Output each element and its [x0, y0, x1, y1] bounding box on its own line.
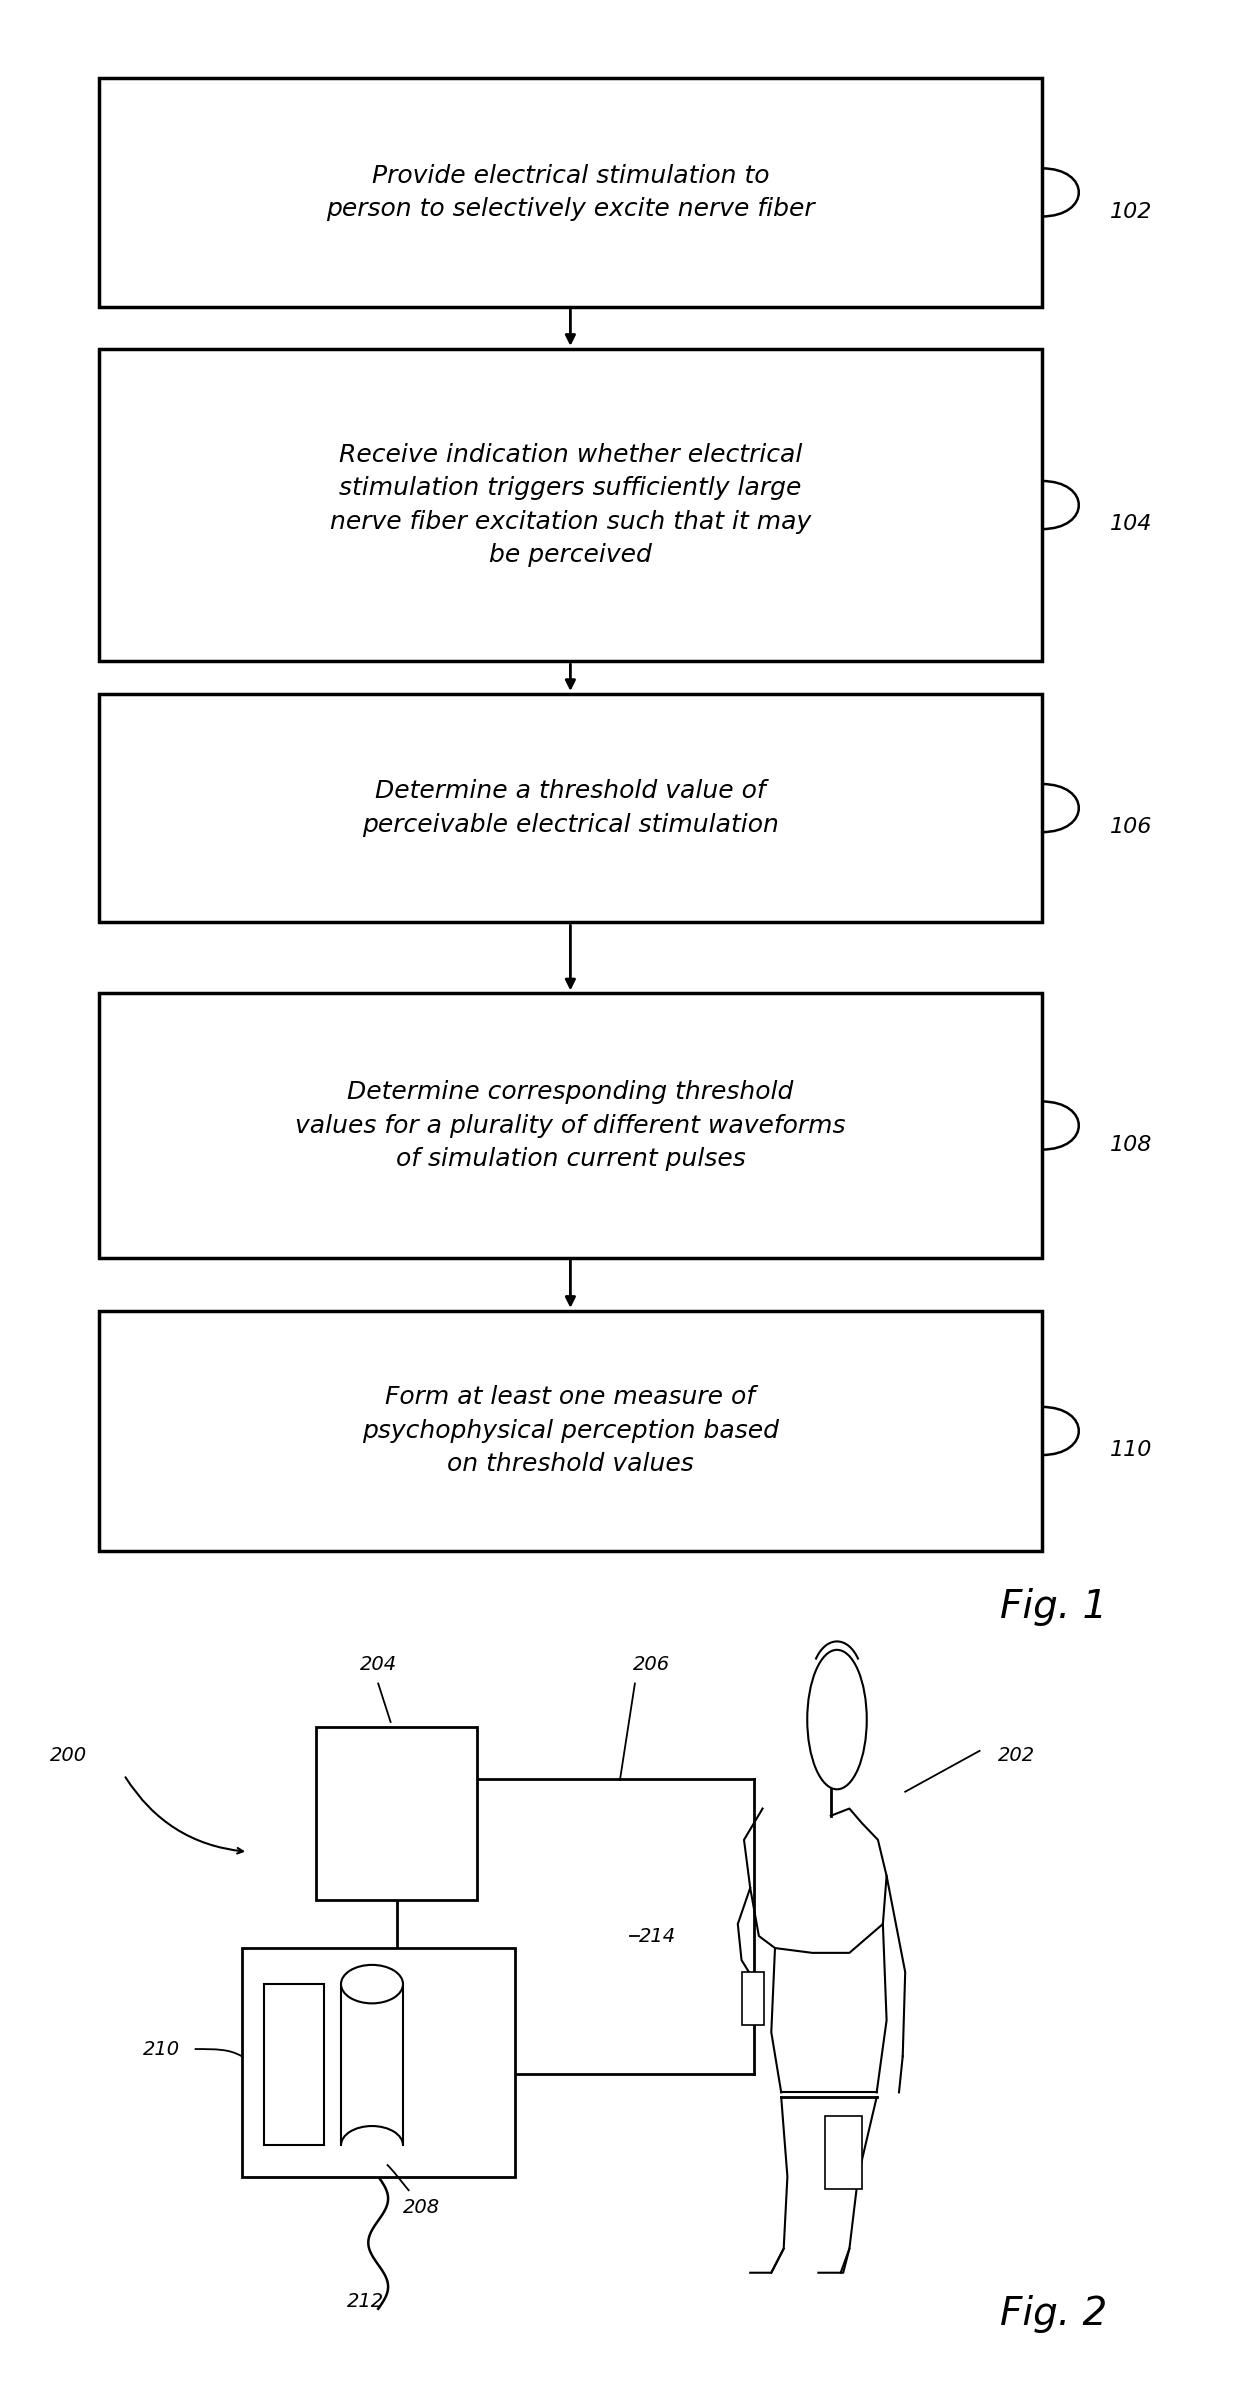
Text: 206: 206 — [632, 1655, 670, 1674]
Ellipse shape — [807, 1650, 867, 1789]
Text: 212: 212 — [347, 2292, 384, 2311]
Text: Form at least one measure of
psychophysical perception based
on threshold values: Form at least one measure of psychophysi… — [362, 1385, 779, 1477]
FancyBboxPatch shape — [316, 1727, 477, 1900]
FancyBboxPatch shape — [264, 1984, 324, 2145]
FancyBboxPatch shape — [742, 1972, 764, 2025]
Text: Determine a threshold value of
perceivable electrical stimulation: Determine a threshold value of perceivab… — [362, 779, 779, 837]
Text: Fig. 1: Fig. 1 — [1001, 1587, 1107, 1626]
FancyBboxPatch shape — [99, 693, 1042, 921]
FancyBboxPatch shape — [99, 349, 1042, 661]
Text: Determine corresponding threshold
values for a plurality of different waveforms
: Determine corresponding threshold values… — [295, 1080, 846, 1171]
FancyBboxPatch shape — [242, 1948, 515, 2177]
Ellipse shape — [341, 1965, 403, 2003]
Text: 204: 204 — [360, 1655, 397, 1674]
Text: 208: 208 — [403, 2198, 440, 2217]
Text: 102: 102 — [1110, 202, 1152, 221]
Text: Provide electrical stimulation to
person to selectively excite nerve fiber: Provide electrical stimulation to person… — [326, 164, 815, 221]
FancyBboxPatch shape — [825, 2116, 862, 2189]
FancyBboxPatch shape — [99, 1311, 1042, 1551]
Text: 200: 200 — [50, 1746, 87, 1765]
Text: Fig. 2: Fig. 2 — [1001, 2294, 1107, 2333]
Text: 110: 110 — [1110, 1441, 1152, 1460]
FancyBboxPatch shape — [99, 993, 1042, 1258]
Text: 214: 214 — [639, 1926, 676, 1946]
Text: 104: 104 — [1110, 515, 1152, 534]
Text: 108: 108 — [1110, 1135, 1152, 1154]
Text: 202: 202 — [998, 1746, 1035, 1765]
Text: 106: 106 — [1110, 818, 1152, 837]
Text: 210: 210 — [143, 2039, 180, 2059]
FancyBboxPatch shape — [99, 77, 1042, 305]
Text: Receive indication whether electrical
stimulation triggers sufficiently large
ne: Receive indication whether electrical st… — [330, 443, 811, 568]
